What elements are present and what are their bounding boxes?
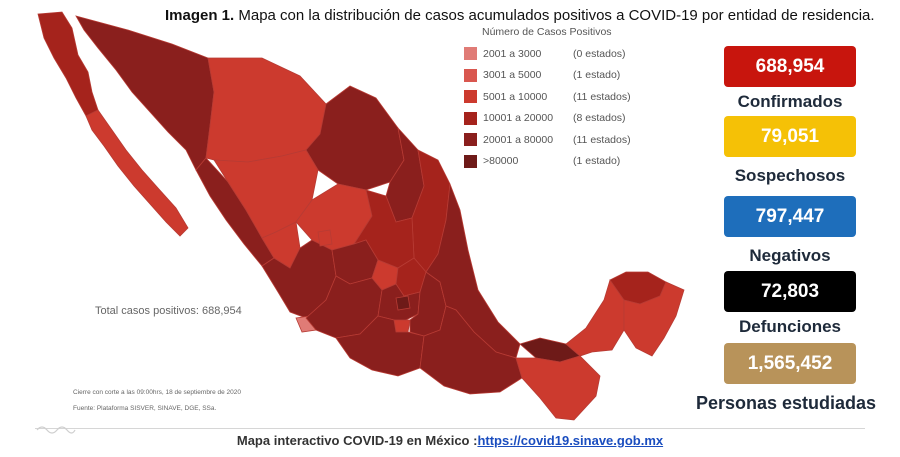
confirmed-box: 688,954 <box>724 46 856 87</box>
state-baja-california-sur <box>85 109 189 237</box>
legend-swatch <box>464 47 477 61</box>
legend-item: 2001 a 3000 (0 estados) <box>464 43 664 65</box>
legend-range: 3001 a 5000 <box>483 69 542 82</box>
legend-range: 2001 a 3000 <box>483 47 542 60</box>
suspected-box: 79,051 <box>724 116 856 157</box>
legend-range: 10001 a 20000 <box>483 112 554 125</box>
state-coahuila <box>305 85 405 191</box>
state-quintana-roo <box>623 281 685 357</box>
legend-count: (1 estado) <box>573 155 621 168</box>
legend-count: (1 estado) <box>573 69 621 82</box>
legend-count: (11 estados) <box>573 133 631 146</box>
map-legend: Número de Casos Positivos 2001 a 3000 (0… <box>464 26 664 172</box>
cutoff-note: Cierre con corte a las 09:00hrs, 18 de s… <box>73 389 242 396</box>
negative-label: Negativos <box>749 246 831 265</box>
wave-logo-icon <box>36 426 76 434</box>
legend-count: (8 estados) <box>573 112 626 125</box>
legend-range: 5001 a 10000 <box>483 90 548 103</box>
suspected-label: Sospechosos <box>734 166 846 185</box>
state-chiapas <box>515 355 601 421</box>
state-guerrero <box>335 315 425 377</box>
legend-item: 20001 a 80000 (11 estados) <box>464 129 664 151</box>
legend-item: 5001 a 10000 (11 estados) <box>464 86 664 108</box>
legend-title: Número de Casos Positivos <box>482 26 612 38</box>
map-title: Imagen 1. Mapa con la distribución de ca… <box>165 7 875 24</box>
state-aguascalientes <box>317 229 333 247</box>
legend-swatch <box>464 154 477 168</box>
total-cases-label: Total casos positivos: 688,954 <box>95 305 242 317</box>
legend-range: 20001 a 80000 <box>483 133 554 146</box>
legend-range: >80000 <box>483 155 519 168</box>
legend-item: 10001 a 20000 (8 estados) <box>464 108 664 130</box>
state-ciudad-de-mexico <box>395 295 411 311</box>
deaths-box: 72,803 <box>724 271 856 312</box>
legend-swatch <box>464 111 477 125</box>
studied-label: Personas estudiadas <box>695 393 877 413</box>
source-note: Fuente: Plataforma SISVER, SINAVE, DGE, … <box>73 405 217 412</box>
footer-link[interactable]: https://covid19.sinave.gob.mx <box>477 433 664 448</box>
footer-text: Mapa interactivo COVID-19 en México : <box>236 433 478 448</box>
negative-box: 797,447 <box>724 196 856 237</box>
studied-box: 1,565,452 <box>724 343 856 384</box>
state-chihuahua <box>205 57 327 163</box>
legend-item: 3001 a 5000 (1 estado) <box>464 65 664 87</box>
state-sonora <box>75 15 215 171</box>
state-campeche <box>565 279 625 357</box>
legend-count: (0 estados) <box>573 47 626 60</box>
legend-count: (11 estados) <box>573 90 631 103</box>
legend-swatch <box>464 90 477 104</box>
legend-item: >80000 (1 estado) <box>464 151 664 173</box>
confirmed-label: Confirmados <box>737 92 843 111</box>
deaths-label: Defunciones <box>738 317 842 336</box>
footer-divider <box>35 428 865 429</box>
legend-swatch <box>464 133 477 147</box>
footer-line: Mapa interactivo COVID-19 en México :htt… <box>0 433 900 448</box>
legend-swatch <box>464 68 477 82</box>
state-morelos <box>393 319 411 333</box>
